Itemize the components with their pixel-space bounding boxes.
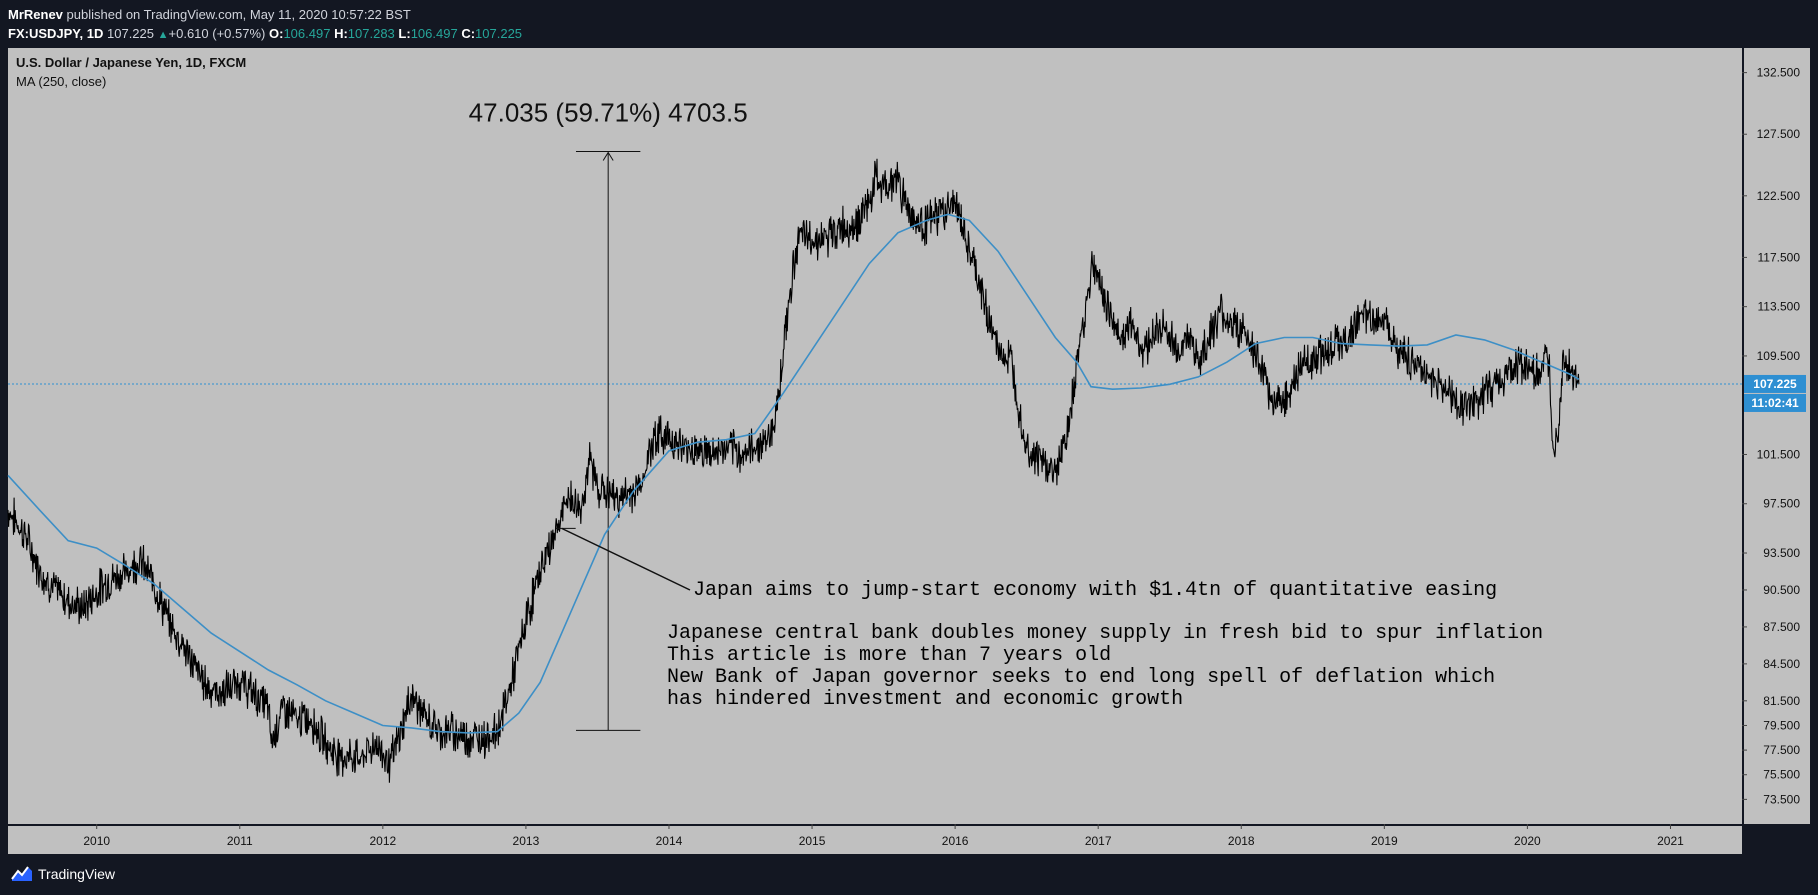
tradingview-brand[interactable]: TradingView: [10, 864, 115, 884]
low-label: L:: [398, 26, 411, 41]
y-tick-label-6: 101.500: [1757, 447, 1801, 461]
x-tick-label-3: 2013: [513, 834, 540, 848]
y-tick-label-2: 122.500: [1757, 189, 1801, 203]
time-axis[interactable]: [8, 826, 1742, 854]
x-tick-label-6: 2016: [942, 834, 969, 848]
x-tick-label-10: 2020: [1514, 834, 1541, 848]
annotation-line-3: New Bank of Japan governor seeks to end …: [667, 666, 1495, 689]
price-axis[interactable]: [1744, 48, 1810, 824]
symbol-label[interactable]: FX:USDJPY, 1D: [8, 26, 104, 41]
price-chart[interactable]: 132.500 127.500 122.500 117.500 113.500 109.5…: [0, 48, 1818, 854]
publication-line: MrRenev published on TradingView.com, Ma…: [8, 7, 411, 22]
y-tick-label-8: 93.500: [1763, 546, 1800, 560]
x-axis-ticks: 2010 2011 2012 2013 2014 2015 2016 2017 2018 2019…: [83, 824, 1684, 848]
x-tick-label-4: 2014: [656, 834, 683, 848]
close-label: C:: [461, 26, 476, 41]
y-tick-label-12: 81.500: [1763, 694, 1800, 708]
annotation-line-4: has hindered investment and economic gro…: [667, 688, 1183, 711]
y-axis-ticks: 132.500 127.500 122.500 117.500 113.500 109.5…: [1742, 66, 1801, 806]
ma-250-line: [7, 213, 1580, 734]
quote-line: FX:USDJPY, 1D 107.225 ▲+0.610 (+0.57%) O…: [8, 26, 522, 41]
price-change: +0.610 (+0.57%): [168, 26, 266, 41]
x-tick-label-9: 2019: [1371, 834, 1398, 848]
y-tick-label-0: 132.500: [1757, 66, 1801, 80]
x-tick-label-1: 2011: [227, 834, 253, 848]
x-tick-label-2: 2012: [369, 834, 396, 848]
y-tick-label-3: 117.500: [1758, 250, 1801, 264]
y-tick-label-1: 127.500: [1757, 127, 1801, 141]
y-tick-label-5: 109.500: [1757, 349, 1801, 363]
y-tick-label-11: 84.500: [1763, 657, 1800, 671]
brand-name: TradingView: [38, 866, 116, 882]
annotation-line-1: Japanese central bank doubles money supp…: [667, 622, 1543, 645]
countdown-tag-label: 11:02:41: [1751, 396, 1799, 410]
tradingview-logo-icon: [11, 866, 32, 881]
annotation-line-2: This article is more than 7 years old: [667, 644, 1111, 667]
last-price: 107.225: [107, 26, 154, 41]
measure-arrowhead: [602, 151, 614, 161]
chart-header: MrRenev published on TradingView.com, Ma…: [0, 0, 1818, 48]
price-tags: 107.225 11:02:41: [1744, 374, 1806, 412]
x-tick-label-11: 2021: [1657, 834, 1684, 848]
x-tick-label-7: 2017: [1085, 834, 1112, 848]
annotation-arrow-line: [561, 527, 691, 591]
y-tick-label-7: 97.500: [1763, 497, 1800, 511]
low-value: 106.497: [410, 26, 458, 41]
published-text: published on TradingView.com, May 11, 20…: [66, 7, 411, 22]
y-tick-label-4: 113.500: [1758, 300, 1801, 314]
measure-label: 47.035 (59.71%) 4703.5: [469, 97, 748, 127]
open-value: 106.497: [283, 26, 331, 41]
price-tag-bg: [1744, 374, 1806, 393]
y-tick-label-16: 73.500: [1763, 792, 1800, 806]
y-tick-label-13: 79.500: [1763, 718, 1800, 732]
author-name[interactable]: MrRenev: [8, 7, 63, 22]
countdown-tag-bg: [1744, 393, 1806, 412]
y-tick-label-14: 77.500: [1763, 743, 1800, 757]
price-tag-label: 107.225: [1753, 377, 1797, 391]
footer-bar: TradingView: [0, 854, 1818, 895]
x-tick-label-5: 2015: [799, 834, 826, 848]
close-value: 107.225: [475, 26, 523, 41]
y-tick-label-9: 90.500: [1763, 583, 1800, 597]
symbol-legend[interactable]: U.S. Dollar / Japanese Yen, 1D, FXCM: [16, 55, 246, 70]
x-tick-label-0: 2010: [83, 834, 110, 848]
indicator-legend[interactable]: MA (250, close): [16, 74, 106, 89]
annotation-group[interactable]: Japan aims to jump-start economy with $1…: [555, 527, 1543, 711]
open-label: O:: [269, 26, 284, 41]
high-value: 107.283: [347, 26, 395, 41]
price-range-measure[interactable]: 47.035 (59.71%) 4703.5: [469, 97, 748, 731]
high-label: H:: [334, 26, 348, 41]
up-arrow-icon: ▲: [157, 29, 169, 41]
y-tick-label-10: 87.500: [1763, 620, 1800, 634]
x-tick-label-8: 2018: [1228, 834, 1255, 848]
price-series-line: [7, 158, 1580, 783]
y-tick-label-15: 75.500: [1763, 768, 1800, 782]
annotation-headline: Japan aims to jump-start economy with $1…: [693, 579, 1497, 602]
